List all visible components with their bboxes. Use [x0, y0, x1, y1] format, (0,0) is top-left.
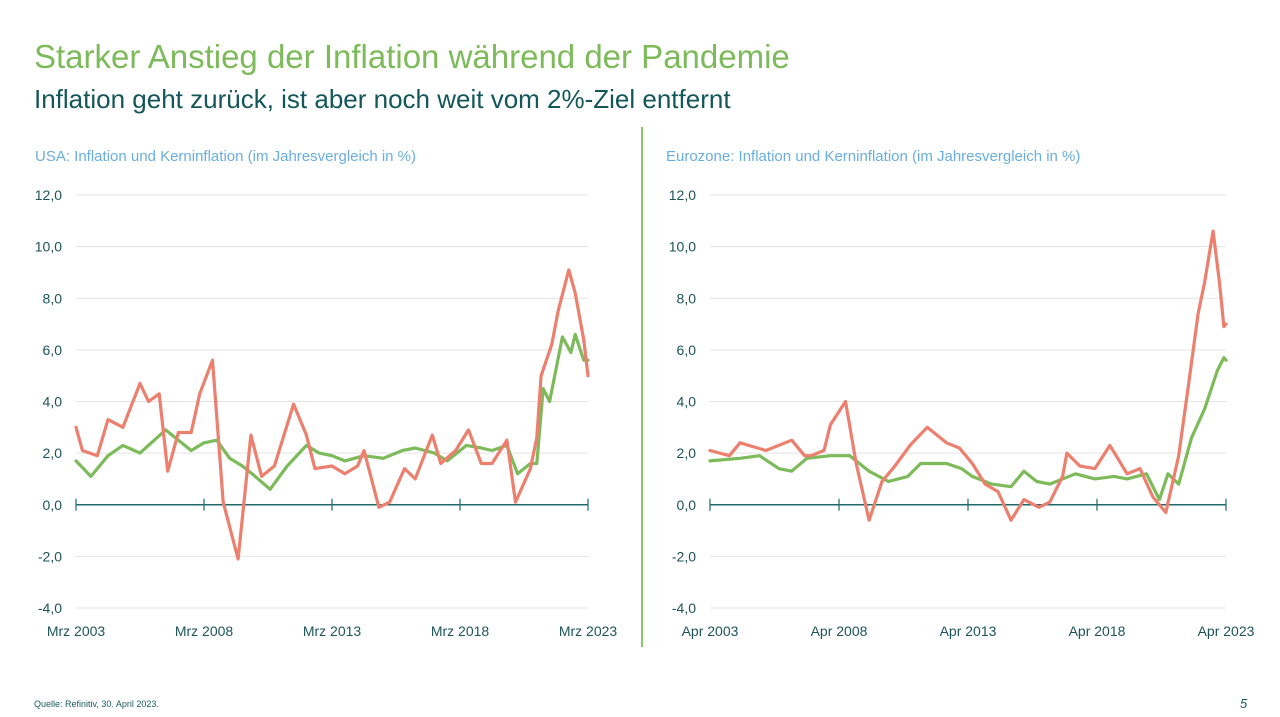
y-tick-label: -2,0 — [38, 548, 62, 564]
usa-chart-title: USA: Inflation und Kerninflation (im Jah… — [35, 148, 417, 165]
x-tick-label: Mrz 2008 — [175, 623, 234, 639]
y-tick-label: 12,0 — [35, 187, 62, 203]
x-tick-label: Apr 2008 — [811, 623, 868, 639]
y-tick-label: 6,0 — [677, 342, 697, 358]
x-tick-label: Mrz 2023 — [559, 623, 618, 639]
y-tick-label: 8,0 — [677, 290, 697, 306]
page-title: Starker Anstieg der Inflation während de… — [34, 38, 790, 75]
y-tick-label: 0,0 — [677, 497, 697, 513]
x-tick-label: Mrz 2003 — [47, 623, 106, 639]
source-note: Quelle: Refinitiv, 30. April 2023. — [34, 699, 159, 709]
y-tick-label: 2,0 — [677, 445, 697, 461]
x-tick-label: Apr 2003 — [682, 623, 739, 639]
y-tick-label: 4,0 — [43, 394, 63, 410]
y-tick-label: 8,0 — [43, 290, 63, 306]
y-tick-label: 4,0 — [677, 394, 697, 410]
y-tick-label: 6,0 — [43, 342, 63, 358]
y-tick-label: 2,0 — [43, 445, 63, 461]
eurozone-chart-title: Eurozone: Inflation und Kerninflation (i… — [666, 148, 1081, 165]
x-tick-label: Apr 2023 — [1198, 623, 1255, 639]
usa-inflation-chart: -4,0 -2,0 0,0 2,0 4,0 6,0 8,0 10,0 12,0 Mrz 2003 M… — [35, 187, 618, 639]
eurozone-inflation-chart: -4,0 -2,0 0,0 2,0 4,0 6,0 8,0 10,0 12,0 Apr 2003 A… — [669, 187, 1255, 639]
y-tick-label: 12,0 — [669, 187, 696, 203]
y-tick-label: -4,0 — [38, 600, 62, 616]
y-tick-label: -2,0 — [672, 548, 696, 564]
page-number: 5 — [1240, 696, 1248, 711]
divider — [641, 127, 643, 647]
y-tick-label: -4,0 — [672, 600, 696, 616]
x-tick-label: Mrz 2018 — [431, 623, 490, 639]
headline-inflation-line — [708, 229, 1228, 522]
x-tick-label: Mrz 2013 — [303, 623, 362, 639]
core-inflation-line — [708, 356, 1228, 502]
y-tick-label: 10,0 — [669, 239, 696, 255]
headline-inflation-line — [74, 268, 590, 561]
page-subtitle: Inflation geht zurück, ist aber noch wei… — [34, 84, 731, 114]
x-tick-label: Apr 2018 — [1069, 623, 1126, 639]
y-tick-label: 10,0 — [35, 239, 62, 255]
x-tick-label: Apr 2013 — [940, 623, 997, 639]
y-tick-label: 0,0 — [43, 497, 63, 513]
